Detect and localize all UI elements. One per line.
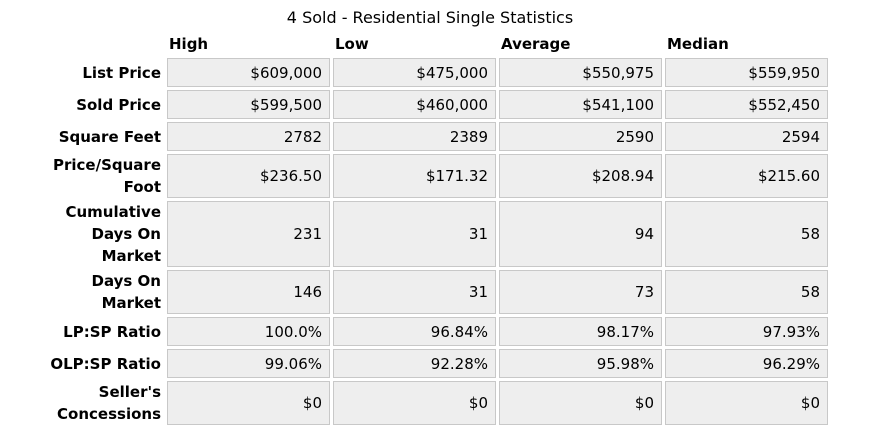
value-cell: $215.60 xyxy=(665,154,828,198)
value-cell: $609,000 xyxy=(167,58,330,87)
column-header-high: High xyxy=(169,35,209,53)
value-cell: $550,975 xyxy=(499,58,662,87)
value-cell: 31 xyxy=(333,270,496,314)
column-header-average: Average xyxy=(501,35,571,53)
row-label: Days On Market xyxy=(91,272,161,312)
value-cell: 2594 xyxy=(665,122,828,151)
row-label: List Price xyxy=(82,63,161,82)
row-label: Price/Square Foot xyxy=(53,156,161,196)
value-cell: 231 xyxy=(167,201,330,267)
value-cell: $171.32 xyxy=(333,154,496,198)
value-cell: 95.98% xyxy=(499,349,662,378)
row-label: OLP:SP Ratio xyxy=(50,354,161,373)
column-header-median: Median xyxy=(667,35,729,53)
column-header-low: Low xyxy=(335,35,369,53)
value-cell: 99.06% xyxy=(167,349,330,378)
value-cell: $0 xyxy=(167,381,330,425)
statistics-table: High Low Average Median List Price $609,000 $4… xyxy=(0,33,832,425)
value-cell: 100.0% xyxy=(167,317,330,346)
row-label: Cumulative Days On Market xyxy=(65,203,161,265)
value-cell: $0 xyxy=(333,381,496,425)
value-cell: 96.29% xyxy=(665,349,828,378)
row-label: LP:SP Ratio xyxy=(63,322,161,341)
row-label: Square Feet xyxy=(58,127,161,146)
report-title: 4 Sold - Residential Single Statistics xyxy=(286,8,574,27)
value-cell: 98.17% xyxy=(499,317,662,346)
row-label: Sold Price xyxy=(76,95,161,114)
value-cell: 92.28% xyxy=(333,349,496,378)
value-cell: $460,000 xyxy=(333,90,496,119)
value-cell: 96.84% xyxy=(333,317,496,346)
value-cell: $559,950 xyxy=(665,58,828,87)
value-cell: 97.93% xyxy=(665,317,828,346)
value-cell: $475,000 xyxy=(333,58,496,87)
value-cell: $208.94 xyxy=(499,154,662,198)
row-label: Seller's Concessions xyxy=(57,383,161,423)
value-cell: $541,100 xyxy=(499,90,662,119)
value-cell: 2782 xyxy=(167,122,330,151)
value-cell: 31 xyxy=(333,201,496,267)
value-cell: $552,450 xyxy=(665,90,828,119)
value-cell: $0 xyxy=(499,381,662,425)
value-cell: 2590 xyxy=(499,122,662,151)
value-cell: 94 xyxy=(499,201,662,267)
value-cell: $599,500 xyxy=(167,90,330,119)
value-cell: 58 xyxy=(665,270,828,314)
value-cell: 73 xyxy=(499,270,662,314)
value-cell: 58 xyxy=(665,201,828,267)
corner-cell xyxy=(0,33,164,55)
value-cell: $0 xyxy=(665,381,828,425)
value-cell: 2389 xyxy=(333,122,496,151)
value-cell: $236.50 xyxy=(167,154,330,198)
value-cell: 146 xyxy=(167,270,330,314)
